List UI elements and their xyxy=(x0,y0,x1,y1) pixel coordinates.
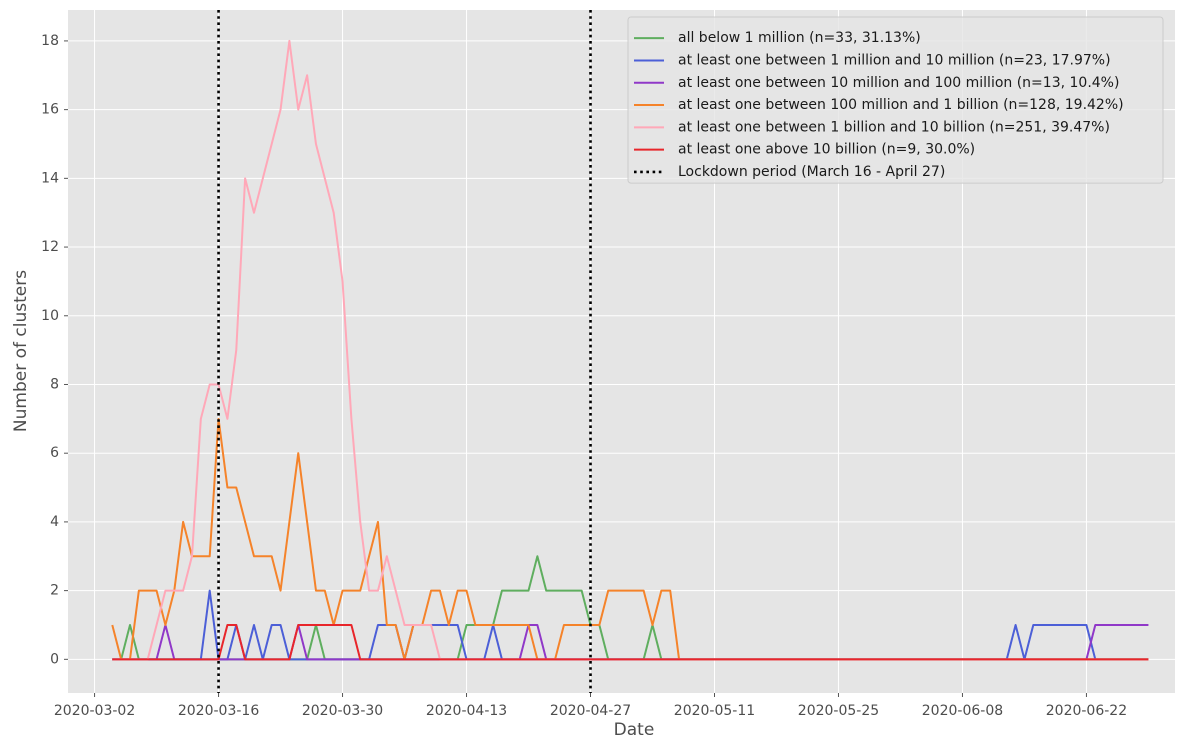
legend-box xyxy=(627,16,1164,184)
y-tick-label: 2 xyxy=(50,583,59,599)
y-axis-label: Number of clusters xyxy=(11,270,31,432)
series-line xyxy=(112,623,1149,661)
legend-label: at least one between 1 million and 10 mi… xyxy=(678,52,1111,68)
x-tick-label: 2020-03-16 xyxy=(178,703,259,719)
y-tick-label: 10 xyxy=(41,308,59,324)
legend: all below 1 million (n=33, 31.13%) at lea… xyxy=(627,16,1164,184)
x-tick-label: 2020-04-13 xyxy=(426,703,507,719)
y-tick-label: 18 xyxy=(41,33,59,49)
y-tick-label: 16 xyxy=(41,102,59,118)
legend-label: at least one above 10 billion (n=9, 30.0… xyxy=(678,142,975,158)
marks xyxy=(111,10,1149,693)
x-axis-label: Date xyxy=(614,720,655,737)
x-tick-label: 2020-05-25 xyxy=(798,703,879,719)
legend-label: at least one between 10 million and 100 … xyxy=(678,75,1119,91)
y-tick-label: 4 xyxy=(50,514,59,530)
legend-label: at least one between 1 billion and 10 bi… xyxy=(678,119,1110,135)
x-tick-label: 2020-06-08 xyxy=(922,703,1003,719)
y-tick-label: 6 xyxy=(50,445,59,461)
legend-label: all below 1 million (n=33, 31.13%) xyxy=(678,30,921,46)
y-tick-label: 8 xyxy=(50,376,59,392)
legend-label: Lockdown period (March 16 - April 27) xyxy=(678,164,945,180)
x-tick-label: 2020-03-02 xyxy=(54,703,135,719)
x-tick-label: 2020-04-27 xyxy=(550,703,631,719)
y-tick-label: 0 xyxy=(50,651,59,667)
x-tick-label: 2020-03-30 xyxy=(302,703,383,719)
y-tick-label: 14 xyxy=(41,170,59,186)
legend-label: at least one between 100 million and 1 b… xyxy=(678,97,1124,113)
y-tick-label: 12 xyxy=(41,239,59,255)
x-tick-label: 2020-06-22 xyxy=(1046,703,1127,719)
x-tick-label: 2020-05-11 xyxy=(674,703,755,719)
